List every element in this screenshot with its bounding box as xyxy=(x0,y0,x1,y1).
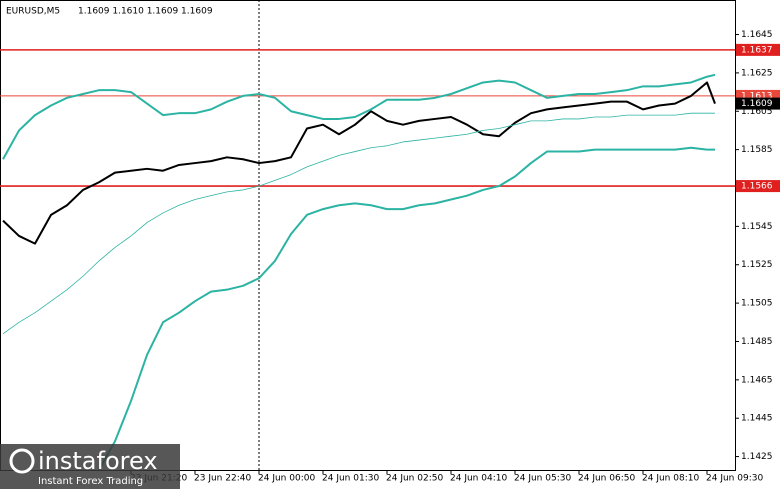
x-tick-label: 24 Jun 09:30 xyxy=(706,474,763,484)
y-tick-label: 1.1545 xyxy=(741,222,773,232)
y-tick-label: 1.1525 xyxy=(741,260,773,270)
y-tick-label: 1.1445 xyxy=(741,414,773,424)
y-tick-label: 1.1605 xyxy=(741,107,773,117)
level-label-box xyxy=(736,180,780,193)
x-tick-label: 24 Jun 08:10 xyxy=(642,474,699,484)
x-tick-label: 24 Jun 00:00 xyxy=(258,474,315,484)
x-tick-label: 24 Jun 05:30 xyxy=(514,474,571,484)
level-label: 1.1637 xyxy=(741,45,773,55)
level-label-box xyxy=(736,43,780,56)
x-tick-label: 24 Jun 01:30 xyxy=(322,474,379,484)
price-label: 1.1609 xyxy=(741,99,773,109)
logo: instaforex Instant Forex Trading xyxy=(0,444,180,489)
y-tick-label: 1.1485 xyxy=(741,337,773,347)
price-series xyxy=(98,146,715,471)
level-label: 1.1613 xyxy=(741,91,773,101)
y-tick-label: 1.1425 xyxy=(741,452,773,462)
price-series xyxy=(2,112,715,335)
x-tick-label: 24 Jun 04:10 xyxy=(450,474,507,484)
y-tick-label: 1.1505 xyxy=(741,299,773,309)
price-series xyxy=(2,81,716,245)
y-tick-label: 1.1625 xyxy=(741,68,773,78)
chart-subtitle: 1.1609 1.1610 1.1609 1.1609 xyxy=(78,7,213,17)
logo-icon xyxy=(9,448,35,474)
y-tick-label: 1.1585 xyxy=(741,145,773,155)
price-series xyxy=(2,73,716,160)
logo-brand: instaforex xyxy=(38,447,158,475)
logo-tagline: Instant Forex Trading xyxy=(38,476,143,487)
plot-frame xyxy=(0,0,736,471)
x-tick-label: 23 Jun 22:40 xyxy=(194,474,251,484)
level-label: 1.1566 xyxy=(741,182,773,192)
y-tick-label: 1.1645 xyxy=(741,30,773,40)
price-label-box xyxy=(736,97,780,110)
x-tick-label: 24 Jun 06:50 xyxy=(578,474,635,484)
y-tick-label: 1.1465 xyxy=(741,375,773,385)
chart-title: EURUSD,M5 xyxy=(6,7,60,17)
x-tick-label: 24 Jun 02:50 xyxy=(386,474,443,484)
